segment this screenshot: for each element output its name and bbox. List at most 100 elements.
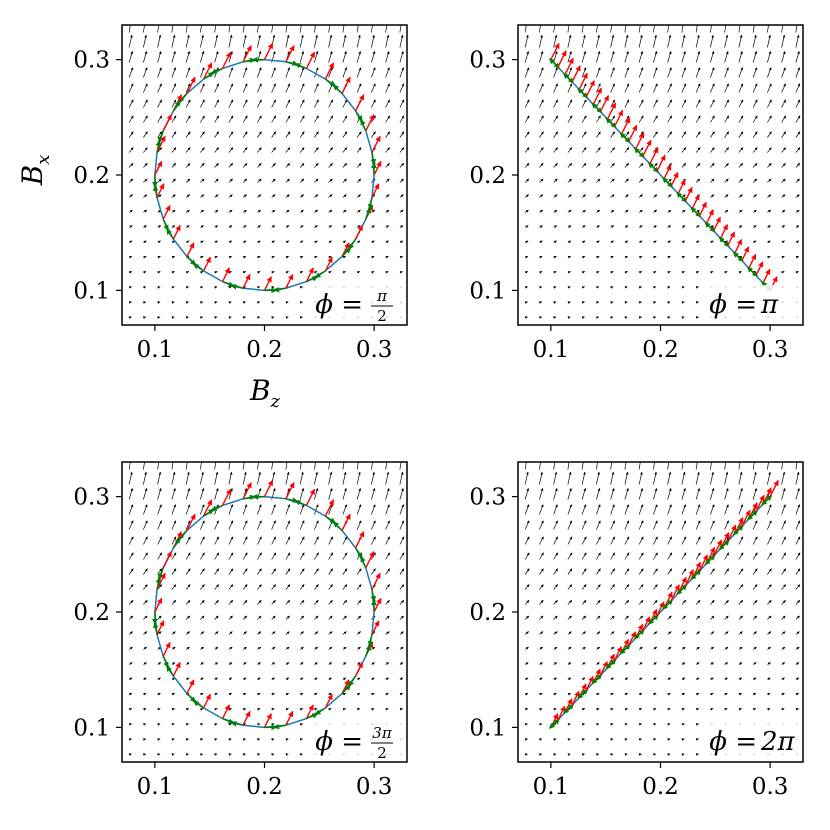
field-arrow bbox=[681, 131, 687, 138]
field-arrow bbox=[228, 631, 233, 635]
field-arrow bbox=[539, 240, 543, 244]
field-arrow bbox=[328, 99, 334, 108]
field-arrow bbox=[596, 194, 601, 198]
green-arrow bbox=[563, 72, 573, 83]
field-arrow bbox=[553, 692, 557, 696]
field-arrow bbox=[553, 615, 558, 620]
field-arrow bbox=[299, 504, 305, 515]
field-arrow bbox=[214, 301, 218, 304]
green-arrow bbox=[746, 511, 757, 521]
field-arrow bbox=[385, 646, 390, 650]
field-arrow bbox=[200, 631, 205, 635]
field-arrow bbox=[185, 301, 189, 304]
field-arrow bbox=[257, 240, 261, 244]
field-arrow bbox=[752, 708, 757, 711]
field-arrow bbox=[653, 178, 658, 183]
field-arrow bbox=[242, 162, 248, 168]
field-arrow bbox=[328, 194, 333, 198]
field-arrow bbox=[214, 599, 219, 605]
green-arrow bbox=[605, 117, 616, 128]
field-arrow bbox=[228, 301, 232, 304]
field-arrow bbox=[214, 471, 219, 485]
field-arrow bbox=[752, 677, 757, 681]
field-arrow bbox=[667, 662, 672, 666]
field-arrow bbox=[242, 646, 247, 650]
field-arrow bbox=[524, 209, 529, 213]
field-arrow bbox=[610, 471, 615, 485]
field-arrow bbox=[781, 115, 787, 123]
field-arrow bbox=[539, 286, 543, 289]
field-arrow bbox=[524, 271, 529, 274]
green-arrow bbox=[203, 508, 215, 517]
field-arrow bbox=[653, 488, 658, 500]
field-arrow bbox=[143, 34, 147, 48]
field-arrow bbox=[795, 646, 800, 650]
field-arrow bbox=[524, 692, 529, 696]
field-arrow bbox=[596, 240, 600, 244]
field-arrow bbox=[299, 194, 304, 198]
field-arrow bbox=[371, 471, 375, 485]
field-arrow bbox=[128, 723, 132, 726]
field-arrow bbox=[638, 738, 642, 741]
field-arrow bbox=[257, 178, 262, 183]
field-arrow bbox=[567, 51, 572, 63]
field-arrow bbox=[638, 504, 644, 515]
field-arrow bbox=[795, 209, 800, 213]
field-arrow bbox=[638, 225, 643, 229]
field-arrow bbox=[328, 34, 333, 48]
field-arrow bbox=[214, 225, 219, 229]
green-arrow bbox=[355, 110, 363, 122]
field-arrow bbox=[524, 646, 529, 650]
field-arrow bbox=[328, 488, 333, 500]
field-arrow bbox=[157, 692, 161, 696]
field-arrow bbox=[214, 723, 218, 726]
field-arrow bbox=[638, 646, 643, 650]
field-arrow bbox=[724, 34, 729, 48]
field-arrow bbox=[581, 646, 586, 650]
field-arrow bbox=[681, 677, 686, 681]
field-arrow bbox=[681, 599, 687, 605]
red-arrow bbox=[172, 224, 181, 240]
field-arrow bbox=[271, 147, 276, 153]
field-arrow bbox=[653, 723, 657, 726]
field-arrow bbox=[128, 677, 133, 681]
field-arrow bbox=[285, 240, 290, 244]
field-arrow bbox=[624, 692, 628, 696]
field-arrow bbox=[767, 677, 771, 681]
field-arrow bbox=[285, 209, 290, 213]
field-arrow bbox=[356, 147, 362, 153]
field-arrow bbox=[752, 225, 757, 229]
field-arrow bbox=[610, 568, 616, 575]
field-arrow bbox=[539, 504, 544, 515]
field-arrow bbox=[724, 271, 728, 274]
field-arrow bbox=[299, 209, 304, 213]
field-arrow bbox=[171, 301, 175, 304]
red-arrow bbox=[186, 513, 196, 531]
field-arrow bbox=[157, 240, 161, 244]
field-arrow bbox=[752, 599, 758, 605]
red-arrow bbox=[324, 256, 333, 272]
field-arrow bbox=[653, 51, 658, 63]
red-arrow bbox=[162, 551, 172, 569]
field-arrow bbox=[610, 646, 615, 650]
field-arrow bbox=[143, 646, 147, 650]
field-arrow bbox=[767, 520, 772, 530]
field-arrow bbox=[539, 99, 544, 108]
field-arrow bbox=[214, 271, 218, 274]
field-arrow bbox=[724, 209, 729, 213]
field-arrow bbox=[695, 504, 701, 515]
field-arrow bbox=[653, 131, 658, 138]
field-arrow bbox=[610, 194, 615, 198]
field-arrow bbox=[610, 552, 616, 560]
field-arrow bbox=[171, 646, 176, 650]
field-arrow bbox=[596, 225, 600, 229]
field-arrow bbox=[767, 631, 772, 635]
field-arrow bbox=[228, 584, 234, 590]
field-arrow bbox=[399, 552, 405, 560]
field-arrow bbox=[781, 240, 785, 244]
field-arrow bbox=[143, 738, 147, 741]
phi-annotation: ϕ = 2π bbox=[703, 722, 799, 758]
field-arrow bbox=[710, 67, 715, 78]
field-arrow bbox=[399, 677, 404, 681]
field-arrow bbox=[724, 178, 729, 183]
